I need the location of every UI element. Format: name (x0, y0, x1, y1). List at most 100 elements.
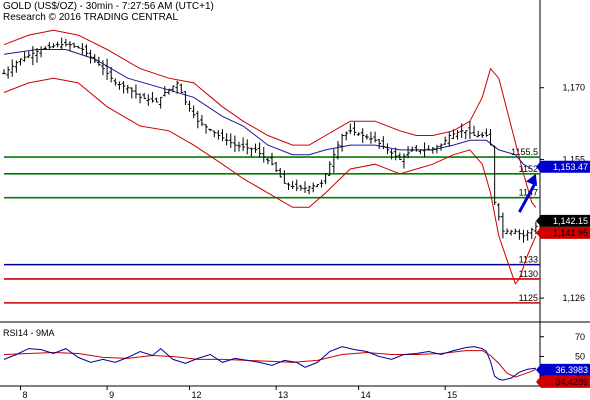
level-label-1130: 1130 (519, 269, 538, 279)
candle (484, 128, 489, 137)
candle (216, 130, 221, 140)
candle (480, 131, 485, 138)
candle (47, 42, 52, 49)
bollinger-upper-line (3, 29, 537, 208)
rsi-panel: 705030 (3, 332, 585, 381)
axes: 1,170 1,155 1,126 8 9 12 13 14 15 1,153.47 1,142.1… (19, 83, 590, 400)
candle (80, 43, 85, 55)
rsi-tag-red-box (541, 375, 590, 388)
candle (109, 67, 113, 83)
candle (377, 138, 381, 149)
price-tag-blue-pointer (536, 160, 541, 173)
candle (163, 86, 167, 97)
candle (101, 60, 105, 76)
candle (241, 137, 245, 152)
candle (142, 92, 146, 99)
candle (278, 168, 283, 178)
time-tick-label-9: 9 (109, 390, 114, 400)
candle (521, 229, 526, 243)
candle (6, 66, 10, 79)
time-tick-label-8: 8 (22, 390, 27, 400)
candle (496, 203, 501, 221)
candle (150, 92, 155, 103)
candle (51, 43, 56, 48)
research-credit: Research © 2016 TRADING CENTRAL (3, 12, 179, 23)
candle (35, 47, 39, 63)
bollinger-lower-line (3, 77, 537, 285)
candle (513, 228, 518, 235)
candle (286, 182, 291, 190)
time-tick-label-12: 12 (192, 390, 202, 400)
projection-arrow-shaft (518, 181, 538, 213)
candle (303, 181, 307, 193)
candle (365, 134, 369, 140)
candle (266, 156, 270, 165)
price-tag-black-box (541, 214, 590, 227)
candle (398, 152, 402, 161)
candle (410, 146, 414, 152)
candle (290, 180, 295, 189)
rsi-tick-label-70: 70 (575, 332, 585, 342)
time-tick-label-14: 14 (361, 390, 371, 400)
candle (476, 130, 480, 138)
bollinger-bands (3, 29, 537, 285)
candle (113, 78, 118, 86)
level-label-1133: 1133 (519, 255, 538, 265)
rsi-ma-line (3, 350, 537, 378)
candle (356, 132, 361, 136)
candle (294, 179, 299, 192)
candle (360, 128, 365, 143)
candle (187, 100, 192, 112)
moving-average-line (3, 49, 533, 170)
candle (228, 133, 233, 148)
candle (517, 229, 522, 240)
price-tag-red-box (541, 226, 590, 239)
rsi-tag-red-label: 34.4289 (555, 377, 588, 387)
candle (183, 91, 188, 106)
candle (282, 170, 287, 184)
price-tick-label-1,155: 1,155 (562, 154, 585, 164)
support-resistance-levels: 1155.511521147113311301125 (4, 147, 540, 304)
candlesticks (2, 37, 538, 243)
candle (208, 128, 212, 132)
candle (414, 145, 419, 152)
candle (125, 84, 130, 94)
price-tag-black-pointer (536, 214, 541, 227)
candle (332, 149, 336, 173)
candle (323, 172, 328, 185)
candle (274, 161, 278, 173)
level-label-1125: 1125 (519, 293, 538, 303)
candle (385, 143, 390, 155)
projection-arrow (518, 173, 538, 213)
candle (319, 179, 324, 188)
projection-arrow-head (526, 173, 538, 187)
candle (501, 212, 505, 239)
candle (59, 37, 64, 49)
candle (18, 58, 23, 66)
price-tick-label-1,126: 1,126 (562, 293, 585, 303)
candle (171, 85, 175, 93)
candle (439, 143, 443, 151)
candle (443, 136, 447, 145)
candle (224, 133, 229, 146)
candle (459, 123, 464, 139)
rsi-panel-label: RSI14 - 9MA (3, 328, 55, 338)
candle (529, 227, 534, 239)
rsi-line (3, 346, 536, 381)
candle (245, 139, 250, 155)
candle (22, 51, 27, 62)
candle (509, 230, 513, 236)
candle (249, 147, 254, 157)
level-label-1155.5: 1155.5 (511, 147, 538, 157)
price-tag-blue-label: 1,153.47 (553, 162, 588, 172)
candle (191, 105, 196, 119)
candle (72, 42, 76, 48)
candle (200, 115, 204, 127)
candle (257, 142, 262, 158)
candle (299, 184, 303, 191)
candle (154, 97, 159, 103)
price-tag-red-pointer (536, 226, 541, 239)
candle (525, 230, 530, 241)
candle (307, 185, 311, 195)
